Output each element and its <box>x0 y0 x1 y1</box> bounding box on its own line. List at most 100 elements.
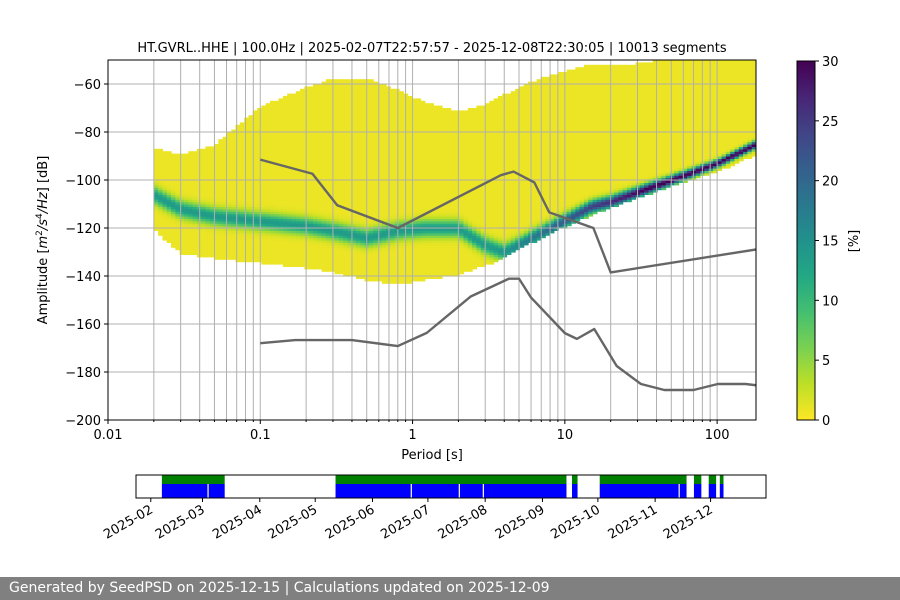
heatmap-cell <box>416 103 422 107</box>
heatmap-cell <box>300 196 305 200</box>
heatmap-cell <box>351 172 357 176</box>
heatmap-cell <box>334 194 340 198</box>
heatmap-cell <box>300 141 305 145</box>
heatmap-cell <box>347 93 353 97</box>
heatmap-cell <box>442 136 447 140</box>
heatmap-cell <box>278 196 284 200</box>
heatmap-cell <box>351 206 357 210</box>
heatmap-cell <box>437 244 443 248</box>
heatmap-cell <box>287 244 293 248</box>
heatmap-cell <box>291 100 297 104</box>
heatmap-cell <box>407 240 413 243</box>
heatmap-cell <box>257 211 262 215</box>
heatmap-cell <box>183 237 189 241</box>
heatmap-cell <box>390 249 396 253</box>
heatmap-cell <box>278 184 284 188</box>
heatmap-cell <box>287 223 293 227</box>
heatmap-cell <box>304 235 310 239</box>
heatmap-cell <box>420 129 426 133</box>
heatmap-cell <box>429 201 435 205</box>
heatmap-cell <box>188 218 194 222</box>
heatmap-cell <box>472 235 478 239</box>
heatmap-cell <box>407 213 413 217</box>
heatmap-cell <box>433 189 439 193</box>
heatmap-cell <box>312 259 318 263</box>
heatmap-cell <box>373 276 379 279</box>
heatmap-cell <box>390 120 396 123</box>
heatmap-cell <box>429 273 435 277</box>
heatmap-cell <box>312 136 318 140</box>
heatmap-cell <box>446 189 452 193</box>
heatmap-cell <box>360 175 366 179</box>
heatmap-cell <box>261 196 267 200</box>
heatmap-cell <box>252 129 258 133</box>
heatmap-cell <box>179 232 185 236</box>
heatmap-cell <box>368 112 374 116</box>
heatmap-cell <box>321 180 327 183</box>
heatmap-cell <box>166 204 172 207</box>
heatmap-cell <box>312 235 318 239</box>
heatmap-cell <box>446 211 452 215</box>
heatmap-cell <box>239 158 245 162</box>
heatmap-cell <box>325 93 331 97</box>
heatmap-cell <box>334 115 340 119</box>
heatmap-cell <box>192 175 198 179</box>
heatmap-cell <box>321 175 327 179</box>
heatmap-cell <box>347 216 353 219</box>
heatmap-cell <box>304 177 310 181</box>
heatmap-cell <box>192 218 198 222</box>
heatmap-cell <box>420 146 426 150</box>
heatmap-cell <box>325 170 331 174</box>
heatmap-cell <box>287 110 293 114</box>
heatmap-cell <box>463 256 469 260</box>
heatmap-cell <box>467 220 473 224</box>
heatmap-cell <box>450 184 456 188</box>
heatmap-cell <box>158 182 164 186</box>
heatmap-cell <box>338 146 344 150</box>
heatmap-cell <box>454 160 460 164</box>
heatmap-cell <box>175 211 181 215</box>
heatmap-cell <box>300 249 305 253</box>
heatmap-cell <box>442 141 447 145</box>
heatmap-cell <box>368 170 374 174</box>
heatmap-cell <box>420 108 426 111</box>
heatmap-cell <box>463 172 469 176</box>
heatmap-cell <box>463 194 469 198</box>
heatmap-cell <box>222 256 228 260</box>
heatmap-cell <box>222 144 228 147</box>
heatmap-cell <box>355 81 361 85</box>
heatmap-cell <box>325 232 331 236</box>
heatmap-cell <box>373 271 379 275</box>
heatmap-cell <box>368 237 374 241</box>
heatmap-cell <box>377 235 383 239</box>
heatmap-cell <box>226 158 232 162</box>
heatmap-cell <box>312 146 318 150</box>
heatmap-cell <box>291 252 297 255</box>
heatmap-cell <box>239 228 245 231</box>
heatmap-cell <box>390 247 396 251</box>
heatmap-cell <box>429 220 435 224</box>
heatmap-cell <box>399 254 404 258</box>
heatmap-cell <box>218 235 224 239</box>
heatmap-cell <box>304 117 310 121</box>
heatmap-cell <box>201 163 207 167</box>
heatmap-cell <box>218 228 224 231</box>
heatmap-cell <box>394 134 400 138</box>
heatmap-cell <box>317 132 323 135</box>
heatmap-cell <box>347 156 353 159</box>
heatmap-cell <box>179 206 185 210</box>
heatmap-cell <box>175 189 181 193</box>
heatmap-cell <box>214 206 219 210</box>
heatmap-cell <box>463 213 469 217</box>
heatmap-cell <box>472 220 478 224</box>
heatmap-cell <box>381 172 387 176</box>
heatmap-cell <box>321 172 327 176</box>
heatmap-cell <box>355 177 361 181</box>
heatmap-cell <box>463 151 469 155</box>
heatmap-cell <box>433 124 439 128</box>
heatmap-cell <box>450 256 456 260</box>
heatmap-cell <box>274 153 280 157</box>
heatmap-cell <box>450 148 456 152</box>
heatmap-cell <box>394 230 400 234</box>
heatmap-cell <box>257 153 262 157</box>
